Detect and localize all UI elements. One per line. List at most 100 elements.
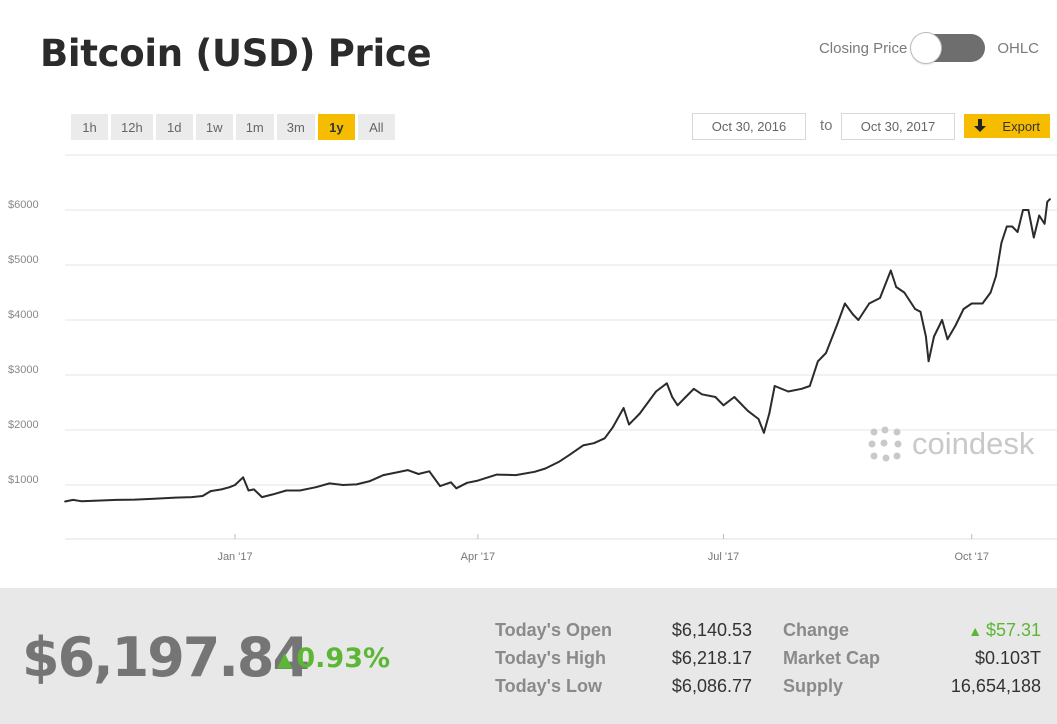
- range-selector: 1h 12h 1d 1w 1m 3m 1y All: [71, 114, 395, 140]
- data-point: [676, 404, 679, 407]
- closing-price-label: Closing Price: [818, 39, 908, 57]
- range-3m-button[interactable]: 3m: [276, 114, 315, 140]
- date-to-input[interactable]: Oct 30, 2017: [841, 113, 955, 140]
- data-point: [603, 437, 606, 440]
- data-point: [852, 313, 854, 316]
- data-point: [989, 291, 992, 294]
- chart-grid: [65, 154, 1057, 486]
- data-point: [234, 484, 236, 486]
- change-value: ▲ $57.31: [900, 620, 1041, 641]
- x-tick-label: Oct '17: [954, 551, 989, 563]
- range-all-button[interactable]: All: [357, 114, 395, 140]
- data-point: [638, 412, 641, 415]
- toggle-knob[interactable]: [911, 33, 942, 63]
- data-point: [153, 497, 155, 500]
- change-label: Change: [783, 620, 850, 640]
- data-point: [261, 496, 263, 498]
- data-point: [773, 385, 776, 387]
- data-point: [700, 393, 703, 396]
- y-tick-label: $6000: [8, 199, 39, 211]
- data-point: [914, 308, 916, 310]
- range-12h-button[interactable]: 12h: [111, 114, 153, 140]
- supply-value: 16,654,188: [950, 676, 1041, 696]
- y-tick-label: $3000: [8, 364, 39, 376]
- data-point: [671, 396, 674, 398]
- export-button[interactable]: Export: [964, 114, 1050, 138]
- date-from-input[interactable]: Oct 30, 2016: [692, 113, 806, 140]
- data-point: [220, 488, 223, 491]
- data-point: [665, 382, 668, 385]
- ohlc-label: OHLC: [997, 39, 1039, 57]
- range-1d-button[interactable]: 1d: [155, 114, 193, 140]
- data-point: [622, 407, 625, 409]
- price-change-percent: ▲ 0.93%: [277, 643, 390, 674]
- data-point: [933, 335, 935, 338]
- data-point: [655, 390, 657, 393]
- data-point: [692, 387, 695, 390]
- data-point: [242, 476, 245, 479]
- up-triangle-icon: ▲: [277, 646, 293, 671]
- data-point: [544, 467, 547, 470]
- data-point: [396, 471, 398, 474]
- data-point: [209, 490, 212, 492]
- data-point: [995, 275, 997, 277]
- range-1y-button[interactable]: 1y: [317, 114, 355, 140]
- market-cap-value: $0.103T: [974, 648, 1041, 668]
- data-point: [568, 453, 571, 456]
- data-point: [844, 302, 846, 305]
- chart-mode-toggle-group: Closing Price OHLC: [818, 33, 1039, 63]
- data-point: [714, 396, 717, 398]
- range-1h-button[interactable]: 1h: [71, 114, 108, 140]
- data-point: [466, 481, 468, 484]
- data-point: [455, 487, 458, 490]
- data-point: [247, 489, 250, 492]
- data-point: [868, 302, 871, 305]
- export-label: Export: [1002, 118, 1040, 134]
- y-axis-labels: $1000 $2000 $3000 $4000 $5000 $6000: [8, 199, 39, 486]
- series-layer: [64, 198, 1051, 503]
- data-point: [476, 479, 479, 482]
- data-point: [533, 470, 536, 473]
- data-point: [298, 489, 301, 492]
- data-point: [946, 338, 949, 341]
- price-chart[interactable]: $1000 $2000 $3000 $4000 $5000 $6000 Jan '17 Ap…: [0, 150, 1057, 588]
- todays-low-label: Today's Low: [495, 676, 602, 696]
- data-point: [582, 444, 585, 447]
- data-point: [895, 286, 898, 288]
- data-point: [1005, 225, 1008, 228]
- data-point: [628, 423, 630, 426]
- x-tick-label: Jul '17: [708, 551, 739, 563]
- data-point: [1011, 225, 1014, 228]
- data-point: [962, 308, 965, 310]
- data-point: [927, 360, 930, 363]
- data-point: [684, 396, 687, 398]
- data-point: [1000, 242, 1003, 244]
- y-tick-label: $4000: [8, 309, 39, 321]
- data-point: [611, 426, 614, 429]
- todays-high-label: Today's High: [495, 648, 606, 668]
- price-series-line: [64, 198, 1051, 503]
- range-1w-button[interactable]: 1w: [195, 114, 233, 140]
- range-1m-button[interactable]: 1m: [235, 114, 274, 140]
- data-point: [1016, 231, 1019, 233]
- data-point: [1038, 214, 1041, 217]
- data-point: [800, 387, 803, 390]
- data-point: [763, 431, 765, 434]
- chart-mode-toggle[interactable]: [911, 33, 986, 63]
- data-point: [722, 404, 725, 407]
- data-point: [817, 360, 819, 363]
- data-point: [201, 495, 204, 497]
- data-point: [903, 291, 906, 294]
- watermark-text: coindesk: [912, 426, 1035, 461]
- date-to-label: to: [820, 117, 833, 134]
- change-amount: $57.31: [985, 620, 1041, 640]
- data-point: [285, 489, 288, 492]
- data-point: [746, 409, 749, 412]
- data-point: [1049, 198, 1051, 201]
- data-point: [72, 498, 74, 501]
- stats-panel: $6,197.84 ▲ 0.93% Today's Open $6,140.53…: [0, 588, 1057, 724]
- y-tick-label: $1000: [8, 474, 39, 486]
- todays-low-value: $6,086.77: [671, 676, 752, 696]
- data-point: [64, 500, 66, 503]
- up-triangle-small-icon: ▲: [968, 623, 986, 639]
